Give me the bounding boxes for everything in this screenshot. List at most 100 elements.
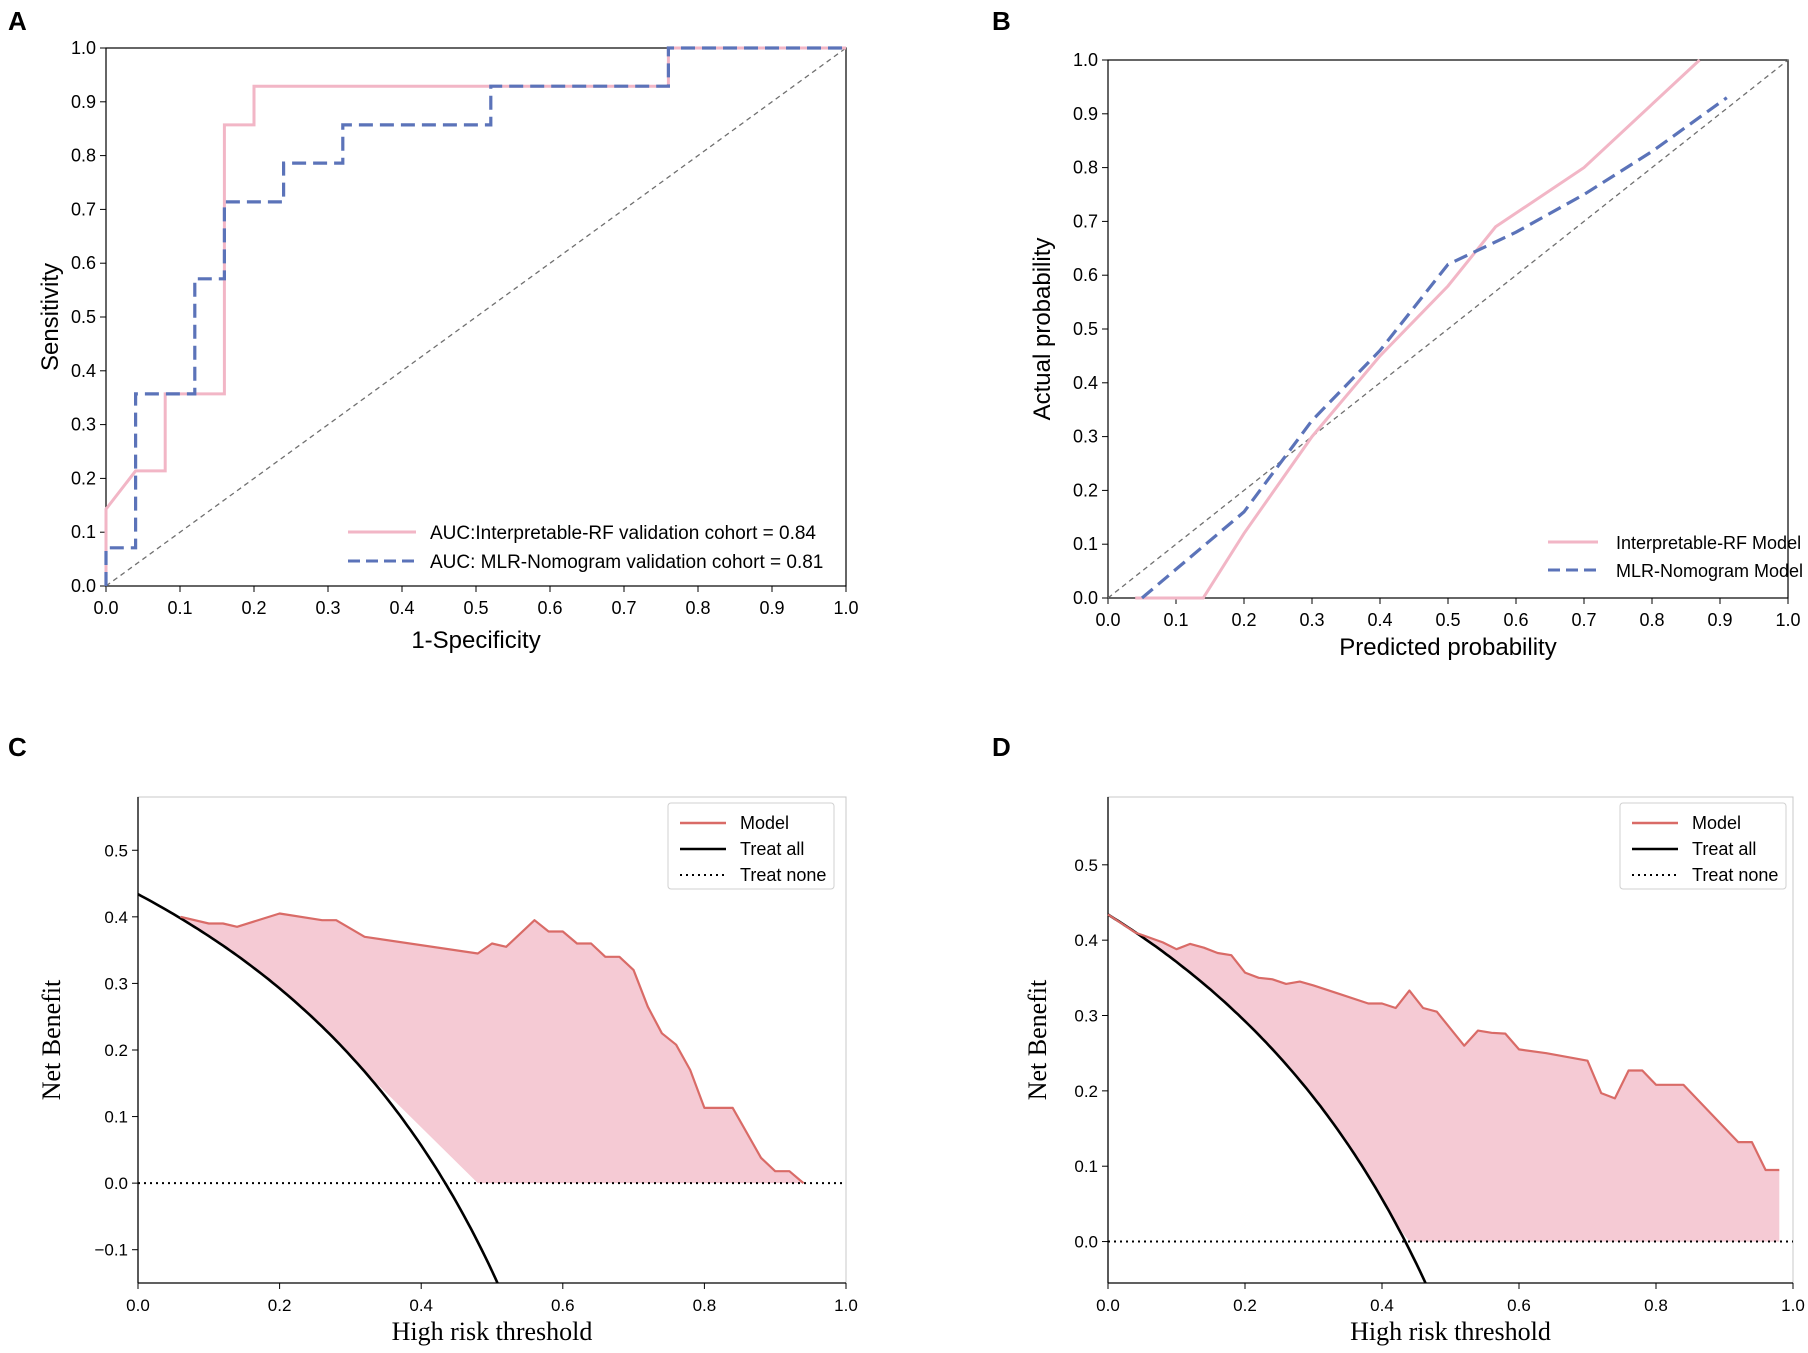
legend-entry: Model: [1692, 813, 1741, 833]
y-tick-label: 0.0: [1074, 1233, 1098, 1252]
x-tick-label: 0.9: [759, 598, 784, 618]
panel-label: B: [992, 6, 1011, 36]
y-tick-label: 0.4: [1074, 931, 1098, 950]
series-line-pink-solid: [1135, 58, 1701, 600]
x-tick-label: 0.9: [1707, 610, 1732, 630]
x-tick-label: 0.8: [1644, 1296, 1668, 1315]
y-tick-label: 0.2: [1074, 1082, 1098, 1101]
panel-calibration-curve: 0.0 0.1 0.2 0.3 0.4 0.5 0.6 0.7 0.8 0.9 1.0 0.0 0.1 0…: [992, 6, 1803, 661]
legend: Model Treat all Treat none: [667, 802, 835, 890]
x-tick-label: 0.2: [268, 1296, 292, 1315]
y-tick-label: 0.5: [1074, 856, 1098, 875]
y-axis-label: Net Benefit: [1023, 979, 1052, 1100]
x-tick-label: 0.0: [1095, 610, 1120, 630]
y-tick-label: 0.4: [104, 908, 128, 927]
y-tick-label: 0.4: [1073, 373, 1098, 393]
panel-decision-curve-rf: 0.0 0.2 0.4 0.6 0.8 1.0 −0.1 0.0 0.1 0.2 0.3 0.4 0.5…: [8, 732, 858, 1346]
panel-roc-curve: 0.0 0.1 0.2 0.3 0.4 0.5 0.6 0.7 0.8 0.9 1.0 0.0 0.1 0…: [8, 6, 859, 654]
y-tick-label: 0.0: [104, 1174, 128, 1193]
x-tick-label: 1.0: [833, 598, 858, 618]
y-axis-label: Sensitivity: [37, 263, 64, 371]
y-tick-label: 0.7: [1073, 211, 1098, 231]
legend-entry: Model: [740, 813, 789, 833]
x-tick-label: 0.1: [1163, 610, 1188, 630]
y-tick-label: 0.4: [71, 361, 96, 381]
y-tick-label: −0.1: [94, 1241, 128, 1260]
legend: Model Treat all Treat none: [1619, 802, 1787, 890]
y-tick-label: 0.3: [104, 974, 128, 993]
panel-decision-curve-nomogram: 0.0 0.2 0.4 0.6 0.8 1.0 0.0 0.1 0.2 0.3 0.4 0.5 High…: [992, 732, 1805, 1346]
y-tick-label: 0.5: [1073, 319, 1098, 339]
y-tick-label: 1.0: [1073, 50, 1098, 70]
x-tick-label: 1.0: [834, 1296, 858, 1315]
y-tick-label: 0.2: [71, 468, 96, 488]
y-tick-label: 0.6: [1073, 265, 1098, 285]
y-tick-label: 0.1: [71, 522, 96, 542]
legend-box: [1619, 802, 1787, 890]
model-curve: [1107, 913, 1780, 1172]
x-tick-label: 0.7: [1571, 610, 1596, 630]
legend-entry: Treat none: [740, 865, 826, 885]
x-tick-label: 0.2: [241, 598, 266, 618]
y-tick-label: 1.0: [71, 38, 96, 58]
panel-label: D: [992, 732, 1011, 762]
reference-diagonal-line: [105, 47, 847, 587]
y-tick-label: 0.0: [71, 576, 96, 596]
net-benefit-fill-area: [1108, 914, 1780, 1242]
x-axis-label: Predicted probability: [1339, 634, 1556, 661]
y-tick-label: 0.5: [104, 841, 128, 860]
x-tick-label: 0.5: [463, 598, 488, 618]
x-tick-label: 0.2: [1231, 610, 1256, 630]
x-tick-label: 0.3: [1299, 610, 1324, 630]
y-tick-label: 0.3: [1073, 427, 1098, 447]
x-tick-label: 1.0: [1775, 610, 1800, 630]
x-tick-label: 0.4: [389, 598, 414, 618]
x-tick-label: 0.0: [1096, 1296, 1120, 1315]
x-tick-label: 0.6: [1507, 1296, 1531, 1315]
x-tick-label: 0.2: [1233, 1296, 1257, 1315]
x-axis-label: High risk threshold: [392, 1317, 593, 1346]
y-axis-label: Net Benefit: [37, 979, 66, 1100]
model-curve: [180, 912, 805, 1184]
y-tick-label: 0.1: [104, 1108, 128, 1127]
y-tick-label: 0.7: [71, 199, 96, 219]
legend-entry: Treat all: [740, 839, 804, 859]
x-tick-label: 1.0: [1781, 1296, 1805, 1315]
y-tick-label: 0.0: [1073, 588, 1098, 608]
series-line-blue-dashed: [1140, 96, 1728, 600]
x-tick-label: 0.8: [685, 598, 710, 618]
y-tick-label: 0.1: [1074, 1157, 1098, 1176]
treat-all-curve: [1107, 913, 1427, 1284]
x-tick-label: 0.4: [409, 1296, 433, 1315]
x-tick-label: 0.0: [126, 1296, 150, 1315]
x-tick-label: 0.4: [1370, 1296, 1394, 1315]
legend-entry: Treat all: [1692, 839, 1756, 859]
y-tick-label: 0.9: [71, 92, 96, 112]
x-tick-label: 0.4: [1367, 610, 1392, 630]
x-tick-label: 0.6: [1503, 610, 1528, 630]
x-tick-label: 0.8: [693, 1296, 717, 1315]
y-tick-label: 0.1: [1073, 534, 1098, 554]
x-tick-label: 0.3: [315, 598, 340, 618]
y-tick-label: 0.3: [71, 415, 96, 435]
series-line-blue-dashed: [104, 46, 846, 586]
legend-entry: MLR-Nomogram Model: [1616, 561, 1803, 581]
legend: Interpretable-RF Model MLR-Nomogram Model: [1548, 533, 1803, 581]
y-tick-label: 0.8: [1073, 158, 1098, 178]
y-tick-label: 0.2: [104, 1041, 128, 1060]
legend-entry: AUC: MLR-Nomogram validation cohort = 0.…: [430, 552, 823, 573]
legend-entry: AUC:Interpretable-RF validation cohort =…: [430, 523, 816, 544]
y-axis-label: Actual probability: [1029, 238, 1056, 421]
x-tick-label: 0.0: [93, 598, 118, 618]
treat-all-curve: [137, 893, 499, 1284]
y-tick-label: 0.3: [1074, 1007, 1098, 1026]
x-tick-label: 0.5: [1435, 610, 1460, 630]
x-tick-label: 0.6: [551, 1296, 575, 1315]
panel-label: A: [8, 6, 27, 36]
legend-box: [667, 802, 835, 890]
x-axis-label: 1-Specificity: [411, 627, 540, 654]
y-tick-label: 0.8: [71, 146, 96, 166]
legend-entry: Interpretable-RF Model: [1616, 533, 1801, 553]
panel-label: C: [8, 732, 27, 762]
